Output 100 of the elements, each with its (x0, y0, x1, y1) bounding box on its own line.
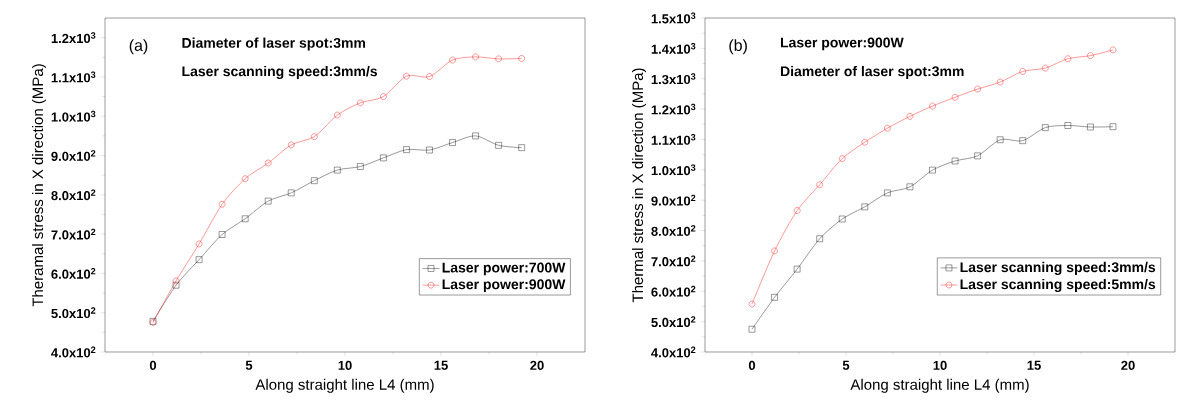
annotation: Diameter of laser spot:3mm (182, 37, 366, 51)
x-axis-title: Along straight line L4 (mm) (850, 378, 1029, 393)
annotation: (b) (729, 39, 747, 55)
x-tick-label: 15 (434, 360, 448, 370)
point (929, 166, 936, 174)
annotation: Diameter of laser spot:3mm (780, 65, 964, 79)
point (334, 111, 341, 119)
point (839, 215, 846, 223)
point (426, 146, 433, 154)
point (839, 155, 846, 162)
x-tick-label: 15 (1027, 360, 1041, 370)
point (311, 177, 318, 184)
point (793, 207, 801, 214)
point (265, 159, 272, 167)
point (951, 157, 959, 165)
point (884, 189, 891, 197)
point (380, 154, 387, 162)
x-tick-label: 10 (933, 360, 947, 370)
point (906, 113, 914, 120)
y-tick-label: 7.0x10$^{2}$ (51, 228, 96, 240)
point (1087, 52, 1094, 59)
point (816, 181, 823, 188)
point (1042, 64, 1049, 72)
point (929, 102, 936, 110)
point (288, 189, 295, 197)
point (748, 300, 756, 308)
y-tick-label: 1.0x10$^{3}$ (651, 164, 696, 176)
point (906, 183, 914, 191)
point (974, 85, 981, 93)
y-tick-label: 8.0x10$^{2}$ (51, 189, 96, 201)
point (996, 136, 1004, 143)
x-tick-label: 20 (1121, 360, 1135, 370)
point (951, 94, 959, 101)
point (380, 93, 387, 100)
point (793, 265, 801, 273)
y-tick-label: 1.0x10$^{3}$ (51, 110, 96, 122)
point (771, 294, 778, 301)
y-tick-label: 7.0x10$^{2}$ (651, 255, 696, 267)
x-tick-label: 5 (245, 360, 253, 370)
point (334, 166, 341, 174)
point (472, 53, 479, 61)
y-tick-label: 9.0x10$^{2}$ (51, 150, 96, 161)
y-tick-label: 5.0x10$^{2}$ (651, 316, 696, 328)
legend-label: Laser scanning speed:3mm/s (960, 261, 1156, 275)
point (311, 133, 318, 140)
y-tick-label: 1.1x10$^{3}$ (651, 134, 696, 145)
point (996, 78, 1004, 86)
x-tick-label: 20 (530, 360, 544, 370)
point (495, 55, 502, 63)
point (357, 163, 364, 170)
x-tick-label: 5 (842, 360, 850, 370)
point (1109, 123, 1117, 130)
point (265, 197, 272, 205)
point (1064, 122, 1072, 129)
point (357, 99, 364, 107)
point (495, 142, 502, 149)
point (884, 125, 891, 132)
y-tick-label: 1.2x10$^{3}$ (651, 103, 696, 115)
point (748, 326, 756, 333)
y-axis-title: Thermal stress in X direction (MPa) (632, 68, 647, 303)
point (472, 132, 479, 140)
point (241, 215, 249, 222)
x-tick-label: 10 (338, 360, 352, 370)
point (1109, 46, 1117, 54)
y-tick-label: 1.3x10$^{3}$ (651, 73, 696, 85)
point (1019, 137, 1026, 144)
point (1064, 55, 1072, 62)
y-tick-label: 1.4x10$^{3}$ (651, 42, 696, 54)
point (426, 73, 433, 80)
point (218, 231, 226, 238)
y-tick-label: 4.0x10$^{2}$ (51, 346, 96, 358)
point (172, 282, 180, 289)
y-tick-label: 5.0x10$^{2}$ (51, 307, 96, 319)
point (1019, 68, 1026, 75)
point (195, 256, 203, 263)
legend-label: Laser scanning speed:5mm/s (960, 278, 1156, 293)
point (518, 55, 525, 62)
y-tick-label: 6.0x10$^{2}$ (51, 268, 96, 279)
point (1087, 123, 1094, 131)
y-tick-label: 9.0x10$^{2}$ (651, 194, 696, 206)
annotation: Laser scanning speed:3mm/s (182, 65, 378, 80)
point (403, 146, 410, 153)
annotation: Laser power:900W (780, 37, 904, 51)
y-tick-label: 6.0x10$^{2}$ (651, 285, 696, 297)
annotation: (a) (129, 39, 148, 55)
x-axis-title: Along straight line L4 (mm) (255, 378, 434, 393)
point (861, 138, 869, 146)
point (974, 152, 981, 160)
y-axis-title: Theramal stress in X direction (MPa) (32, 64, 47, 307)
x-tick-label: 0 (149, 360, 157, 370)
point (288, 141, 295, 149)
legend-label: Laser power:700W (442, 262, 566, 276)
point (449, 56, 456, 64)
point (172, 277, 180, 285)
y-tick-label: 1.5x10$^{3}$ (651, 12, 696, 24)
y-tick-label: 8.0x10$^{2}$ (651, 225, 696, 236)
y-tick-label: 1.2x10$^{3}$ (51, 32, 96, 44)
y-tick-label: 1.1x10$^{3}$ (51, 71, 96, 83)
x-tick-label: 0 (748, 360, 756, 370)
point (771, 247, 778, 255)
